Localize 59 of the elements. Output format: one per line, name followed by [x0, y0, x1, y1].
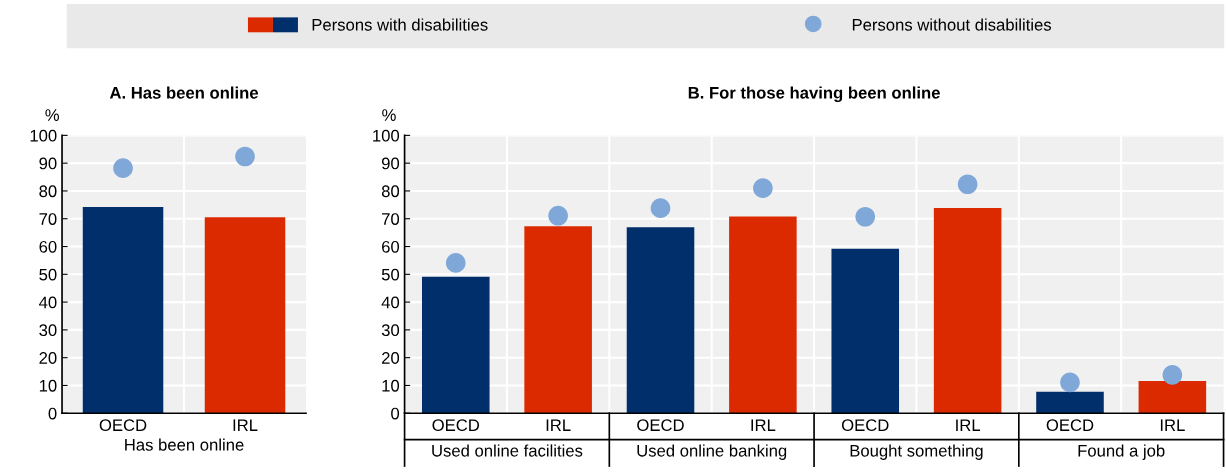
point — [1162, 365, 1183, 385]
y-axis-title: % — [382, 109, 396, 121]
y-tick-label: 20 — [382, 352, 400, 364]
y-tick-label: 30 — [39, 324, 57, 337]
legend-label: Persons without disabilities — [852, 18, 1052, 31]
y-tick-label: 0 — [48, 407, 57, 420]
y-tick-label: 40 — [381, 296, 400, 309]
x-tick-label: IRL — [751, 419, 776, 431]
point — [1060, 372, 1080, 393]
y-tick-label: 90 — [381, 157, 400, 170]
bar — [831, 248, 900, 414]
y-tick-label: 70 — [39, 213, 57, 225]
point — [445, 253, 466, 273]
y-tick-label: 30 — [381, 324, 400, 337]
point — [753, 178, 773, 198]
x-tick-label: OECD — [637, 419, 684, 432]
y-tick-label: 100 — [373, 129, 400, 142]
chart-title: B. For those having been online — [688, 86, 940, 103]
y-tick-label: 70 — [382, 213, 400, 225]
x-tick-label: OECD — [432, 419, 480, 432]
x-tick-label: OECD — [1046, 419, 1094, 432]
y-tick-label: 90 — [39, 157, 57, 170]
y-tick-label: 60 — [39, 240, 57, 253]
text: Used online facilities — [432, 444, 583, 457]
y-tick-label: 10 — [39, 379, 57, 392]
point — [855, 206, 876, 227]
x-axis-title: Has been online — [125, 438, 244, 451]
text: Used online banking — [637, 444, 787, 460]
x-tick-label: IRL — [546, 419, 571, 431]
point — [650, 198, 671, 218]
bar — [933, 207, 1002, 414]
y-tick-label: 80 — [381, 185, 400, 198]
x-tick-label: OECD — [841, 419, 889, 432]
y-tick-label: 80 — [39, 185, 57, 198]
y-tick-label: 10 — [382, 379, 400, 392]
x-tick-label: IRL — [956, 419, 981, 431]
bar — [1036, 391, 1104, 414]
y-tick-label: 50 — [381, 268, 400, 281]
y-tick-label: 50 — [39, 268, 57, 281]
y-axis-title: % — [45, 109, 59, 121]
bar — [626, 227, 695, 414]
y-tick-label: 60 — [382, 240, 400, 253]
point — [957, 174, 978, 195]
bar — [421, 276, 490, 414]
chart-title: A. Has been online — [109, 86, 259, 99]
y-tick-label: 0 — [391, 407, 400, 420]
point — [548, 205, 568, 226]
bar — [524, 226, 592, 414]
y-tick-label: 20 — [39, 352, 57, 364]
y-tick-label: 40 — [39, 296, 57, 309]
x-tick-label: IRL — [1160, 419, 1185, 431]
text: Bought something — [850, 444, 983, 460]
legend-label: Persons with disabilities — [312, 18, 488, 31]
bar — [1138, 381, 1207, 414]
y-tick-label: 100 — [30, 129, 57, 142]
x-tick-label: IRL — [233, 419, 258, 431]
bar — [729, 216, 797, 414]
x-tick-label: OECD — [99, 419, 147, 432]
text: Found a job — [1078, 444, 1165, 460]
